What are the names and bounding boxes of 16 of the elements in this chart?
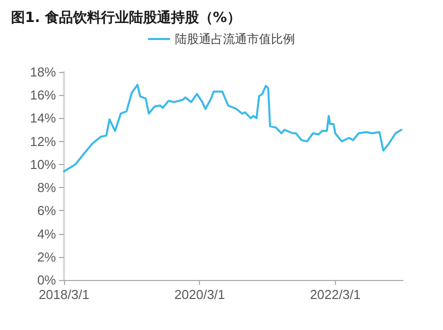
line-series	[63, 84, 402, 172]
y-tick-label: 8%	[37, 180, 56, 196]
y-tick-label: 10%	[30, 156, 56, 172]
x-tick-label: 2022/3/1	[310, 287, 361, 302]
chart-title: 图1. 食品饮料行业陆股通持股（%）	[11, 9, 241, 26]
y-tick-label: 4%	[37, 226, 56, 242]
y-tick-label: 18%	[30, 64, 56, 80]
y-tick-label: 0%	[37, 272, 56, 288]
y-tick-label: 6%	[37, 203, 56, 218]
y-tick-label: 2%	[37, 249, 56, 264]
y-tick-label: 16%	[30, 88, 56, 103]
y-tick-label: 14%	[30, 110, 56, 126]
x-tick-label: 2020/3/1	[174, 287, 226, 302]
legend-label: 陆股通占流通市值比例	[175, 32, 295, 46]
x-tick-label: 2018/3/1	[38, 287, 90, 302]
y-tick-label: 12%	[30, 134, 56, 149]
